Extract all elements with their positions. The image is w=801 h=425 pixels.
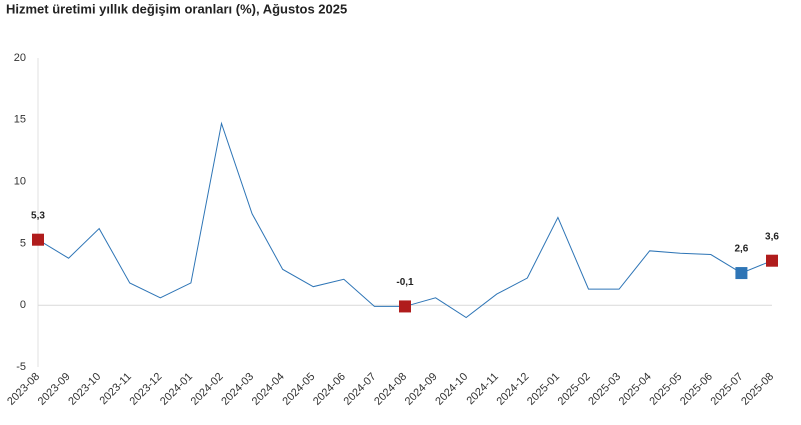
marker <box>399 300 411 313</box>
y-tick-label: 15 <box>14 114 26 126</box>
value-label: 3,6 <box>765 231 779 242</box>
x-tick-label: 2024-08 <box>372 371 409 408</box>
y-tick-label: -5 <box>16 361 26 373</box>
x-tick-label: 2024-03 <box>219 371 256 408</box>
y-tick-label: 10 <box>14 176 26 188</box>
x-tick-label: 2025-08 <box>739 371 776 408</box>
marker <box>766 254 778 267</box>
x-tick-label: 2025-04 <box>617 371 654 408</box>
value-label: 5,3 <box>31 210 45 221</box>
x-tick-label: 2025-05 <box>647 371 684 408</box>
x-tick-label: 2025-01 <box>525 371 562 408</box>
y-tick-label: 20 <box>14 52 26 64</box>
line <box>37 121 773 319</box>
x-tick-label: 2023-11 <box>97 371 133 407</box>
x-tick-label: 2024-06 <box>311 371 348 408</box>
y-tick-label: 5 <box>20 237 26 249</box>
x-tick-label: 2023-09 <box>36 371 73 408</box>
x-tick-label: 2024-11 <box>464 371 500 407</box>
x-tick-label: 2025-06 <box>678 371 715 408</box>
x-tick-label: 2024-10 <box>433 371 470 408</box>
x-tick-label: 2024-09 <box>403 371 440 408</box>
x-tick-label: 2024-01 <box>158 371 195 408</box>
marker <box>32 233 44 246</box>
x-tick-label: 2024-02 <box>189 371 226 408</box>
x-tick-label: 2025-02 <box>556 371 593 408</box>
y-tick-label: 0 <box>20 299 26 311</box>
chart-title: Hizmet üretimi yıllık değişim oranları (… <box>6 1 347 16</box>
value-label: 2,6 <box>734 244 748 255</box>
x-tick-label: 2023-12 <box>127 371 164 408</box>
x-tick-label: 2025-07 <box>709 371 746 408</box>
x-tick-label: 2024-05 <box>280 371 317 408</box>
x-tick-label: 2024-12 <box>494 371 531 408</box>
value-label: -0,1 <box>396 277 414 288</box>
x-tick-label: 2025-03 <box>586 371 623 408</box>
marker <box>735 267 748 280</box>
x-tick-label: 2024-07 <box>342 371 379 408</box>
x-tick-label: 2023-08 <box>5 371 42 408</box>
x-tick-label: 2023-10 <box>66 371 103 408</box>
x-tick-label: 2024-04 <box>250 371 287 408</box>
